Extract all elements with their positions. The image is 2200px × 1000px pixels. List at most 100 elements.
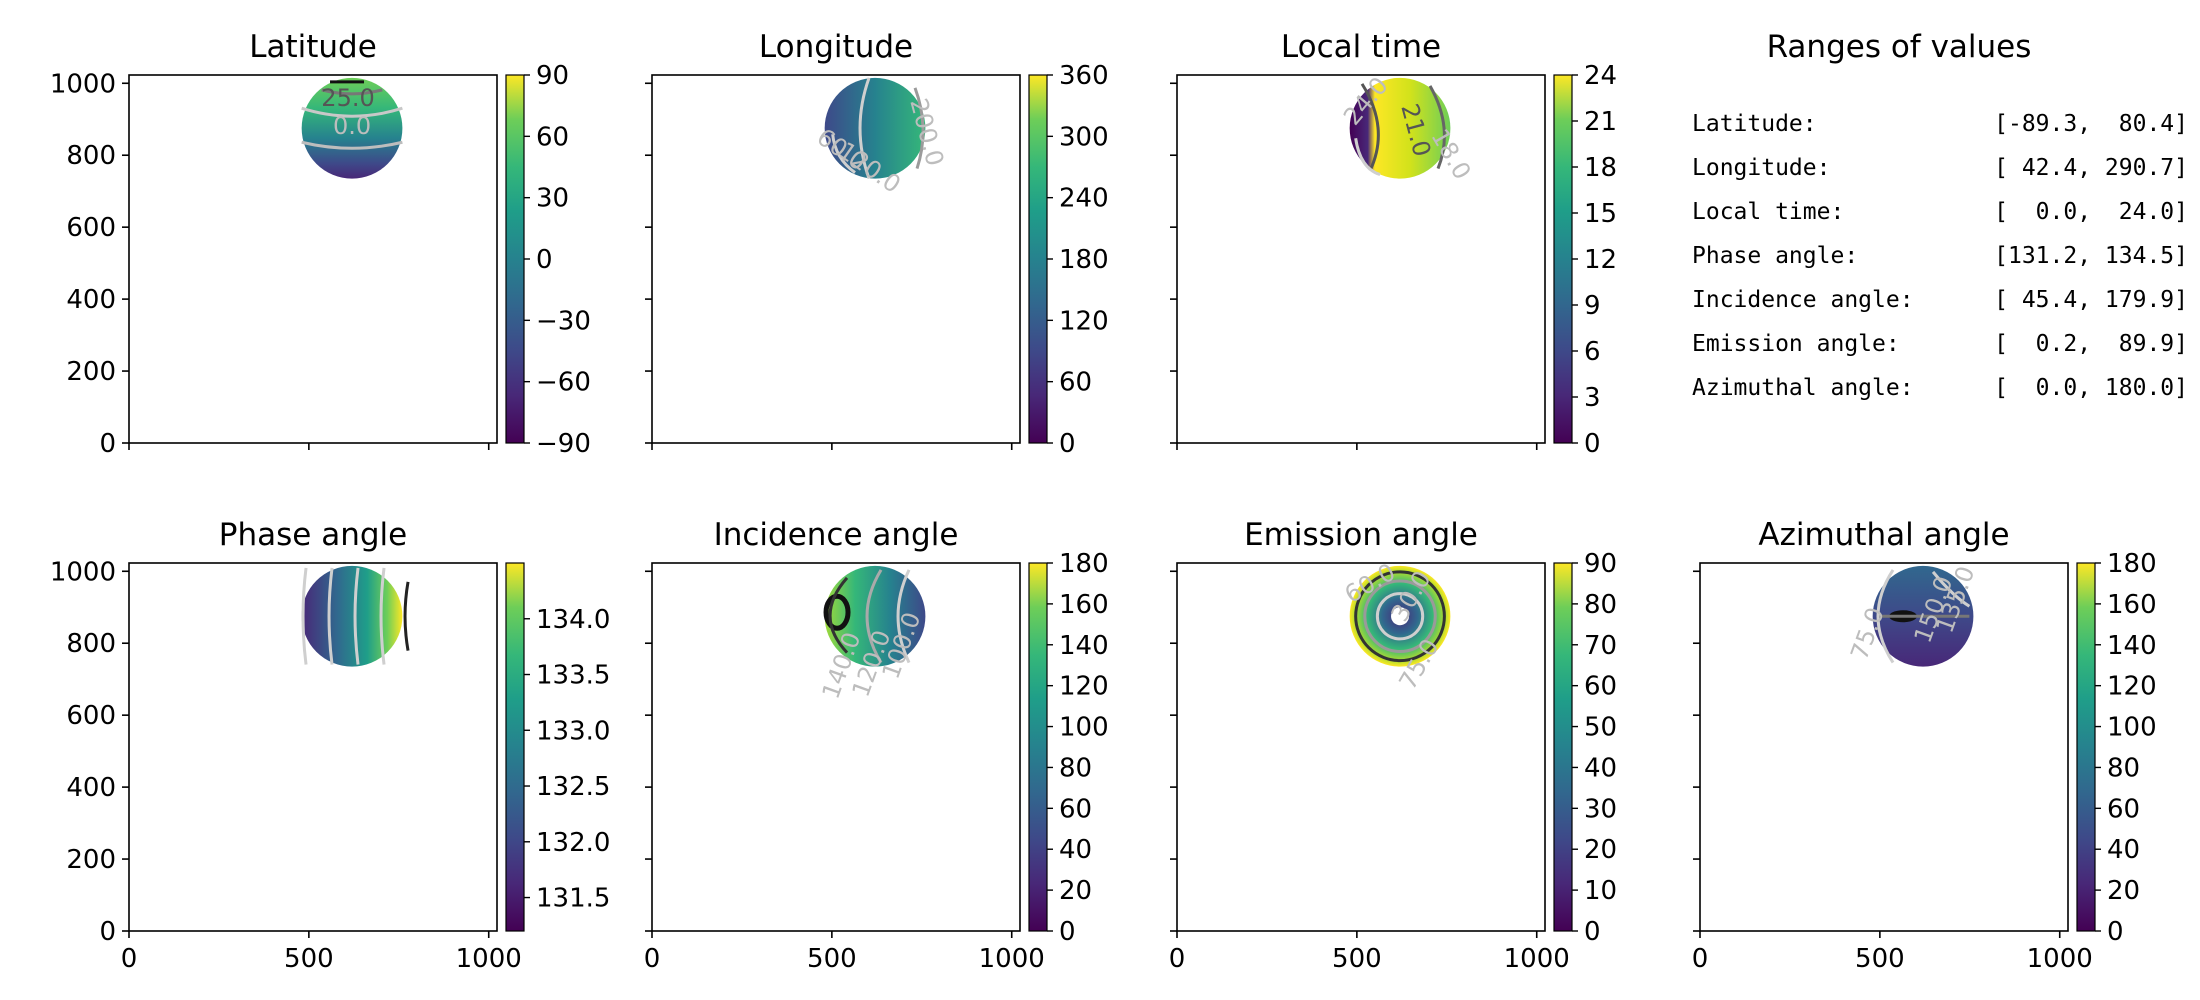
y-tick-label: 800	[66, 629, 116, 659]
planet-disc: 25.00.0	[301, 77, 403, 179]
colorbar-tick-label: 6	[1584, 337, 1601, 367]
contour-line	[865, 569, 883, 664]
colorbar-tick-label: 80	[2107, 753, 2140, 783]
planet-disc	[301, 565, 410, 667]
range-value: [ 0.2, 89.9]	[1994, 331, 2188, 357]
range-label: Longitude:	[1692, 155, 1830, 181]
contour-line	[1354, 570, 1446, 663]
colorbar-tick-label: 240	[1059, 184, 1109, 214]
range-label: Azimuthal angle:	[1692, 375, 1914, 401]
contour-line	[1363, 579, 1437, 653]
y-tick-label: 800	[66, 141, 116, 171]
colorbar-tick-label: 21	[1584, 107, 1617, 137]
colorbar-tick-label: 60	[1059, 794, 1092, 824]
x-tick-label: 0	[121, 944, 138, 974]
colorbar-tick-label: 30	[1584, 794, 1617, 824]
colorbar-tick-label: −30	[536, 306, 591, 336]
contour-line	[301, 140, 403, 150]
x-tick-label: 0	[1169, 944, 1186, 974]
x-tick-label: 0	[1692, 944, 1709, 974]
contour-line	[1375, 592, 1425, 641]
x-tick-label: 1000	[1504, 944, 1570, 974]
colorbar-tick-label: 134.0	[536, 605, 610, 635]
y-tick-label: 200	[66, 357, 116, 387]
colorbar-tick-label: 90	[1584, 549, 1617, 579]
panel-latitude: Latitude 25.00.0 1000 800 600 400 200 0 90 60 30 0 −…	[50, 29, 591, 459]
colorbar-tick-label: 120	[1059, 672, 1109, 702]
contour-line	[896, 569, 911, 664]
x-tick-label: 500	[1855, 944, 1905, 974]
range-label: Phase angle:	[1692, 243, 1858, 269]
contour-line	[913, 87, 925, 170]
axes-frame	[651, 562, 1021, 932]
y-tick-label: 400	[66, 773, 116, 803]
contour-line	[327, 567, 334, 665]
axes-frame	[1699, 562, 2069, 932]
colorbar-tick-label: −60	[536, 368, 591, 398]
colorbar-tick-label: 0	[1059, 917, 1076, 947]
colorbar	[505, 562, 525, 932]
colorbar-tick-label: 120	[2107, 672, 2157, 702]
contour-line	[379, 567, 386, 665]
colorbar	[1028, 562, 1048, 932]
colorbar	[2076, 562, 2096, 932]
colorbar-tick-label: 360	[1059, 61, 1109, 91]
planet-disc: 60.030.075.0	[1340, 563, 1451, 694]
x-tick-label: 0	[644, 944, 661, 974]
contour-line	[403, 581, 410, 651]
y-tick-label: 1000	[50, 557, 116, 587]
panel-phase-angle: Phase angle 1000 800 600 400 200 00 500 1000 134.…	[50, 517, 611, 974]
colorbar-tick-label: 133.0	[536, 716, 610, 746]
colorbar-tick-label: 180	[1059, 245, 1109, 275]
range-label: Emission angle:	[1692, 331, 1900, 357]
contour-line	[301, 106, 403, 118]
range-value: [ 0.0, 24.0]	[1994, 199, 2188, 225]
x-tick-label: 1000	[2027, 944, 2093, 974]
contour-line	[353, 567, 360, 665]
ranges-table: Ranges of values Latitude: [-89.3, 80.4] Lo…	[1692, 29, 2188, 401]
colorbar-tick-label: 60	[536, 122, 569, 152]
contour-line	[1931, 570, 1971, 608]
range-value: [ 0.0, 180.0]	[1994, 375, 2188, 401]
colorbar-tick-label: 120	[1059, 306, 1109, 336]
range-label: Incidence angle:	[1692, 287, 1914, 313]
ranges-title: Ranges of values	[1767, 29, 2032, 65]
axes-frame	[1176, 562, 1546, 932]
y-tick-label: 400	[66, 285, 116, 315]
contour-line	[321, 88, 383, 96]
colorbar-tick-label: 133.5	[536, 661, 610, 691]
colorbar-tick-label: 100	[2107, 713, 2157, 743]
colorbar-tick-label: 20	[1584, 835, 1617, 865]
colorbar-tick-label: 300	[1059, 122, 1109, 152]
panel-title: Phase angle	[219, 517, 407, 553]
colorbar-tick-label: 80	[1059, 753, 1092, 783]
colorbar-tick-label: 0	[536, 245, 553, 275]
colorbar-tick-label: 3	[1584, 383, 1601, 413]
contour-label: 0.0	[333, 112, 371, 140]
contour-line	[1428, 85, 1446, 170]
contour-label: 25.0	[321, 84, 374, 112]
colorbar-tick-label: 24	[1584, 61, 1617, 91]
colorbar-tick-label: 160	[2107, 590, 2157, 620]
colorbar-tick-label: 40	[1584, 753, 1617, 783]
panel-local-time: Local time 21.018.024.0 24 21 18 15 12 9 6 3 0	[1170, 29, 1617, 459]
y-tick-label: 0	[99, 917, 116, 947]
colorbar-tick-label: 140	[1059, 631, 1109, 661]
panel-title: Azimuthal angle	[1758, 517, 2009, 553]
colorbar-tick-label: 10	[1584, 876, 1617, 906]
y-tick-label: 200	[66, 845, 116, 875]
colorbar-tick-label: 90	[536, 61, 569, 91]
colorbar-tick-label: 100	[1059, 713, 1109, 743]
x-tick-label: 500	[1332, 944, 1382, 974]
colorbar-tick-label: 60	[1584, 672, 1617, 702]
axes-frame	[651, 74, 1021, 444]
colorbar-tick-label: 20	[1059, 876, 1092, 906]
colorbar-tick-label: 15	[1584, 199, 1617, 229]
panel-title: Incidence angle	[714, 517, 959, 553]
colorbar-tick-label: 0	[2107, 917, 2124, 947]
colorbar-tick-label: 140	[2107, 631, 2157, 661]
panel-title: Latitude	[249, 29, 377, 65]
